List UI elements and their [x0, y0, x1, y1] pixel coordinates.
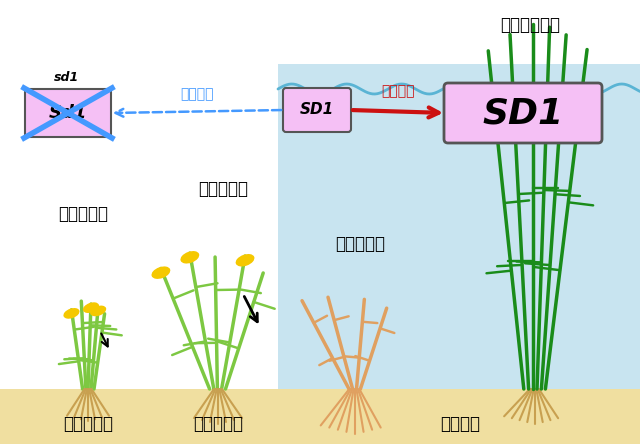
Text: SD1: SD1 [300, 103, 334, 118]
Ellipse shape [236, 254, 255, 266]
Text: 倒れやすい: 倒れやすい [198, 180, 248, 198]
Text: 洸水で桅死: 洸水で桅死 [335, 235, 385, 253]
Ellipse shape [63, 308, 79, 319]
Text: 洸水でも生存: 洸水でも生存 [500, 16, 560, 34]
Text: 通常のイネ: 通常のイネ [193, 415, 243, 433]
Text: SD1: SD1 [483, 96, 564, 130]
Ellipse shape [90, 305, 106, 316]
Text: Sd1: Sd1 [49, 104, 87, 122]
Text: 半矮性イネ: 半矮性イネ [63, 415, 113, 433]
Ellipse shape [83, 302, 99, 313]
Text: 機能強化: 機能強化 [381, 84, 415, 98]
Ellipse shape [152, 266, 170, 279]
FancyBboxPatch shape [283, 88, 351, 132]
Bar [278, 64, 640, 444]
FancyBboxPatch shape [444, 83, 602, 143]
Bar [0, 389, 640, 444]
Text: sd1: sd1 [53, 71, 79, 84]
Text: 機能喪失: 機能喪失 [180, 87, 214, 101]
Ellipse shape [180, 251, 199, 264]
Text: 倒れにくい: 倒れにくい [58, 205, 108, 223]
FancyBboxPatch shape [25, 89, 111, 137]
Text: 浮きイネ: 浮きイネ [440, 415, 480, 433]
